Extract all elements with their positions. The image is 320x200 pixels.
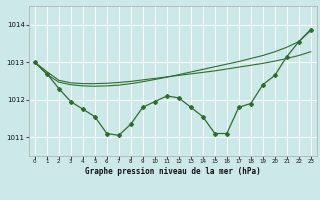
X-axis label: Graphe pression niveau de la mer (hPa): Graphe pression niveau de la mer (hPa) <box>85 167 261 176</box>
